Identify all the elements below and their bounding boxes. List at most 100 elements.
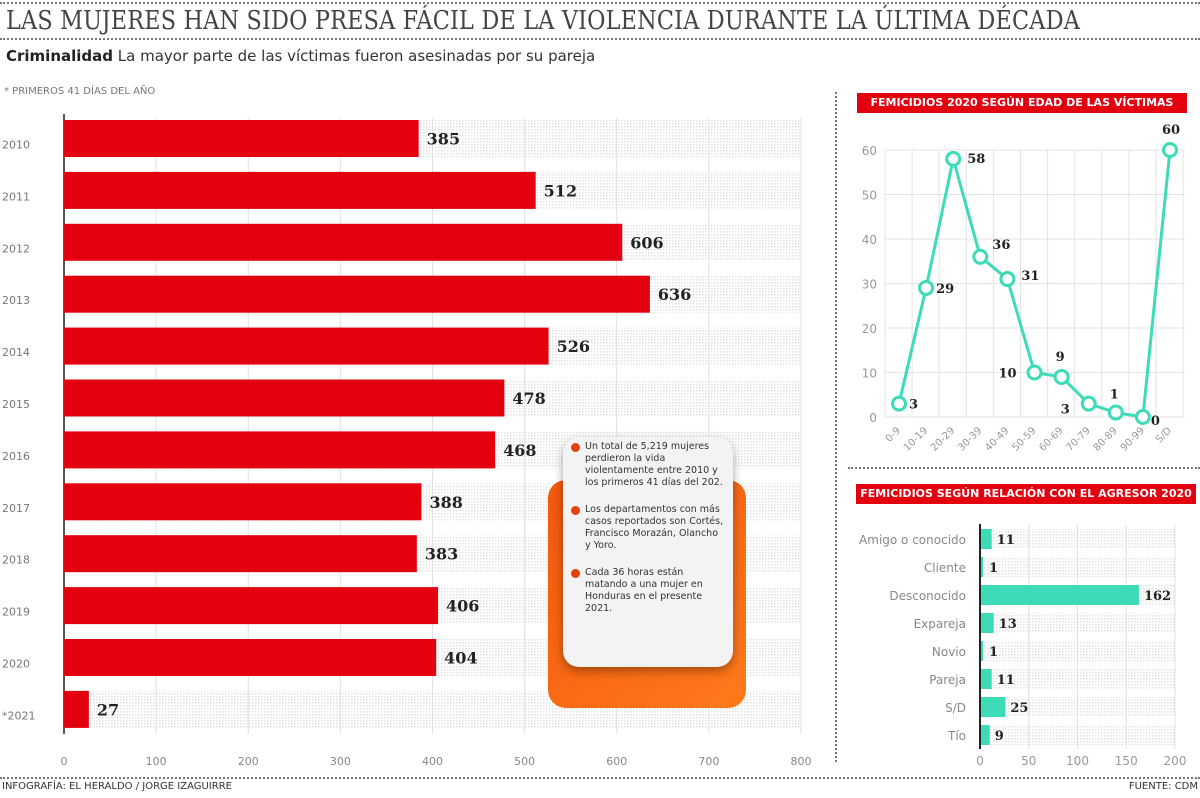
bar-s-d [981, 697, 1006, 717]
bar-cliente [981, 557, 983, 577]
x-tick-label: 800 [791, 755, 812, 768]
y-tick-label: 50 [862, 189, 877, 203]
x-tick-label: 700 [698, 755, 719, 768]
category-label: 2018 [2, 554, 30, 567]
bar-value-label: 478 [512, 389, 545, 408]
bar-2010 [64, 120, 419, 157]
category-label: 2016 [2, 450, 30, 463]
source: FUENTE: CDM [1128, 781, 1198, 792]
point-value-label: 60 [1162, 123, 1180, 138]
category-label: 2019 [2, 606, 30, 619]
category-label: 2014 [2, 346, 30, 359]
data-point [972, 248, 989, 265]
info-text: Cada 36 horas están matando a una mujer … [585, 567, 703, 614]
bar-value-label: 13 [999, 617, 1017, 632]
bar-2015 [64, 379, 505, 417]
category-label: 2012 [2, 242, 30, 255]
data-point [918, 279, 935, 296]
x-tick-label: 0-9 [884, 425, 903, 444]
bar-2019 [64, 587, 439, 625]
info-text: Los departamentos con más casos reportad… [585, 504, 724, 551]
title-rule [0, 38, 1200, 40]
bar-value-label: 25 [1010, 701, 1028, 716]
x-tick-label: 200 [1164, 754, 1187, 768]
info-text: Un total de 5,219 mujeres perdieron la v… [585, 441, 723, 488]
yearly-bar-chart: 0 100 200 300 400 500 600 700 800 385 2010 512 2011 6… [2, 114, 812, 768]
bar-value-label: 468 [503, 441, 536, 460]
relation-chart-title: FEMICIDIOS SEGÚN RELACIÓN CON EL AGRESOR… [856, 484, 1196, 504]
info-item: Los departamentos con más casos reportad… [571, 504, 725, 552]
bar-2018 [64, 535, 417, 573]
category-label: Desconocido [889, 589, 966, 603]
vertical-divider [835, 92, 837, 762]
x-tick-label: 100 [1066, 754, 1089, 768]
bar-value-label: 1 [989, 645, 998, 660]
bar-2014 [64, 327, 549, 365]
y-tick-label: 0 [869, 411, 877, 425]
point-value-label: 3 [909, 398, 918, 413]
bar-value-label: 512 [544, 181, 577, 200]
bar-2011 [64, 171, 536, 209]
category-label: 2010 [2, 139, 30, 152]
point-value-label: 58 [967, 152, 985, 167]
credit: INFOGRAFÍA: EL HERALDO / JORGE IZAGUIRRE [2, 781, 232, 792]
x-tick-label: 80-89 [1092, 425, 1120, 453]
top-rule [0, 2, 1200, 4]
bar-2012 [64, 223, 623, 261]
bar-novio [981, 641, 983, 661]
bar-2017 [64, 483, 422, 521]
bar-value-label: 383 [425, 545, 458, 564]
data-point [1026, 364, 1043, 381]
x-tick-label: 50-59 [1010, 425, 1038, 453]
category-label: 2011 [2, 190, 30, 203]
point-value-label: 9 [1056, 350, 1065, 365]
bar-pareja [981, 669, 992, 689]
info-item: Cada 36 horas están matando a una mujer … [571, 567, 725, 615]
info-box-card: Un total de 5,219 mujeres perdieron la v… [563, 437, 733, 667]
info-box: Un total de 5,219 mujeres perdieron la v… [548, 437, 746, 708]
data-point [1134, 409, 1151, 425]
bar-value-label: 9 [995, 729, 1004, 744]
bar-value-label: 606 [630, 233, 663, 252]
age-chart-title: FEMICIDIOS 2020 SEGÚN EDAD DE LAS VÍCTIM… [857, 93, 1187, 113]
bar-value-label: 406 [446, 597, 479, 616]
horizontal-divider [848, 467, 1200, 469]
bar-2020 [64, 639, 437, 676]
data-point [999, 271, 1016, 288]
x-tick-label: 70-79 [1064, 425, 1092, 453]
data-point [891, 395, 907, 412]
x-tick-label: 20-29 [929, 425, 957, 453]
data-point [1080, 395, 1097, 412]
section-label: Criminalidad [6, 47, 113, 65]
category-label: S/D [945, 701, 966, 715]
point-value-label: 31 [1021, 269, 1039, 284]
category-label: Amigo o conocido [859, 533, 966, 547]
x-tick-label: 150 [1115, 754, 1138, 768]
bar-desconocido [981, 585, 1139, 605]
bar-value-label: 11 [997, 673, 1015, 688]
x-tick-label: 600 [606, 755, 627, 768]
category-label: Novio [932, 645, 966, 659]
x-tick-label: 90-99 [1119, 425, 1147, 453]
bullet-icon [571, 569, 580, 578]
bar-value-label: 526 [557, 337, 590, 356]
x-tick-label: 40-49 [983, 425, 1011, 453]
category-label: Pareja [929, 673, 966, 687]
bar-value-label: 404 [444, 649, 477, 668]
relation-bar-chart: 0 50 100 150 200 11 Amigo o conocido 1 Cliente 16… [859, 524, 1187, 768]
category-label: *2021 [2, 709, 36, 722]
bar-t-o [981, 725, 990, 745]
y-tick-label: 40 [862, 233, 877, 247]
bar-value-label: 162 [1144, 589, 1171, 604]
x-tick-label: 300 [330, 755, 351, 768]
y-tick-label: 10 [862, 367, 877, 381]
subtitle: Criminalidad La mayor parte de las vícti… [6, 47, 595, 65]
bar-value-label: 11 [997, 533, 1015, 548]
category-label: 2017 [2, 502, 30, 515]
y-tick-label: 20 [862, 322, 877, 336]
bar-value-label: 385 [427, 130, 460, 149]
data-point [1162, 142, 1178, 158]
category-label: 2015 [2, 398, 30, 411]
bullet-icon [571, 506, 580, 515]
point-value-label: 1 [1110, 388, 1119, 403]
